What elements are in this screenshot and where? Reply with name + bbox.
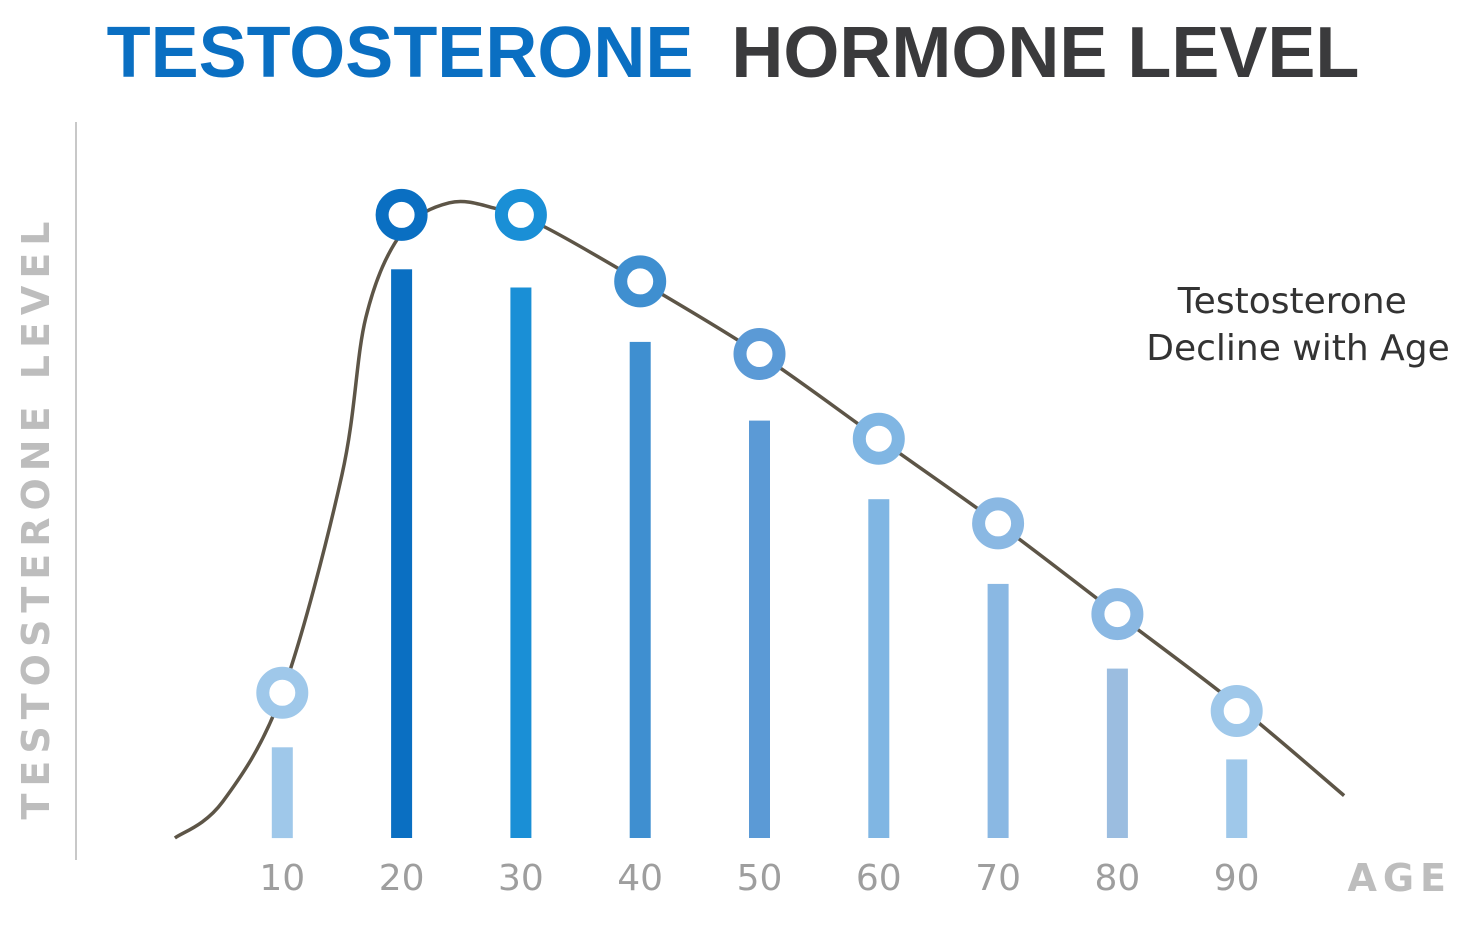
bar-30 [510, 287, 532, 838]
bar-60 [868, 499, 890, 838]
bar-50 [749, 420, 770, 838]
marker-10 [256, 666, 309, 719]
marker-90 [1210, 685, 1263, 737]
bar-40 [629, 341, 651, 838]
marker-70 [972, 497, 1025, 550]
chart-title-highlight: TESTOSTERONE [107, 13, 694, 93]
chart-title-rest: HORMONE LEVEL [731, 13, 1359, 93]
markers-group [256, 188, 1263, 737]
x-tick-labels: 10 20 30 40 50 60 70 80 90 [259, 858, 1259, 899]
marker-30 [494, 188, 547, 241]
x-axis-label: AGE [1347, 856, 1452, 900]
y-axis-label: TESTOSTERONE LEVEL [14, 214, 58, 819]
tick-label-90: 90 [1214, 858, 1260, 899]
tick-label-60: 60 [856, 858, 902, 899]
chart-title: TESTOSTERONE HORMONE LEVEL [107, 13, 1360, 93]
tick-label-20: 20 [379, 858, 425, 899]
marker-80 [1091, 588, 1144, 641]
bar-70 [987, 583, 1009, 838]
tick-label-30: 30 [498, 858, 544, 899]
tick-label-40: 40 [617, 858, 663, 899]
bar-10 [271, 747, 293, 839]
annotation-text: Testosterone Decline with Age [1146, 281, 1450, 369]
tick-label-50: 50 [737, 858, 783, 899]
bar-80 [1106, 668, 1128, 838]
tick-label-80: 80 [1094, 858, 1140, 899]
marker-50 [733, 328, 786, 380]
bar-90 [1226, 759, 1248, 838]
marker-60 [852, 412, 905, 465]
annotation-line-2: Decline with Age [1146, 328, 1450, 369]
tick-label-10: 10 [259, 858, 305, 899]
trend-curve [173, 199, 1346, 840]
bars-group [271, 269, 1248, 839]
tick-label-70: 70 [975, 858, 1021, 899]
annotation-line-1: Testosterone [1177, 281, 1407, 322]
marker-20 [375, 188, 428, 241]
bar-20 [391, 269, 413, 838]
marker-40 [614, 255, 667, 308]
